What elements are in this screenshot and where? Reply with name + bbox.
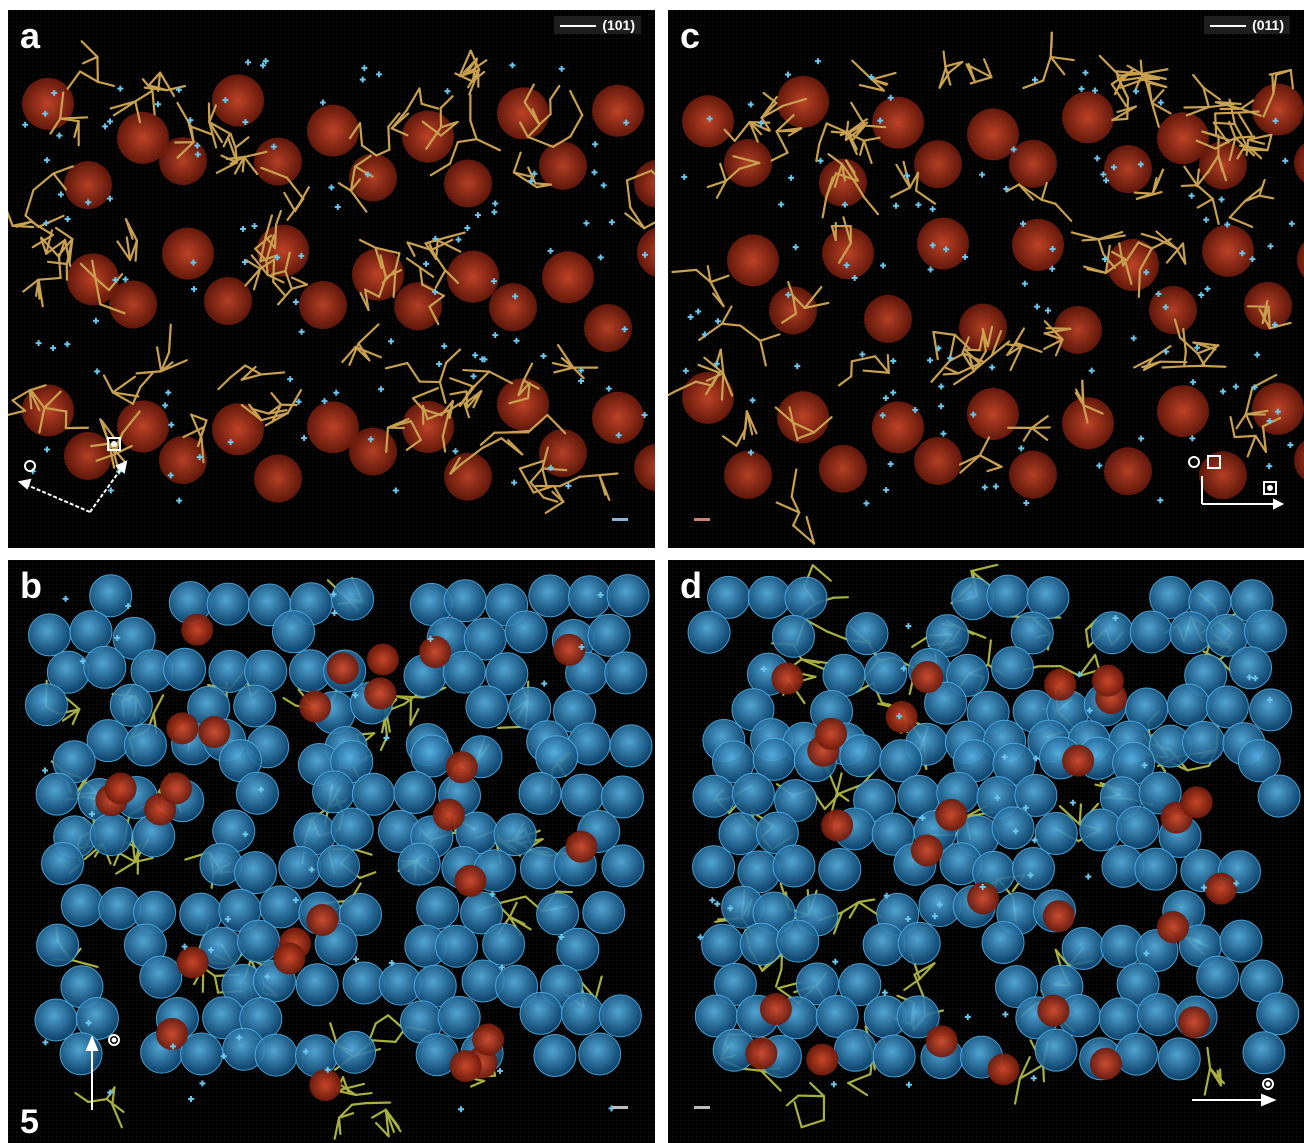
axes-icon-d xyxy=(1192,1078,1277,1107)
panel-b: b 5 xyxy=(8,560,655,1143)
scale-bar-c xyxy=(694,518,710,521)
panel-d: d xyxy=(668,560,1304,1143)
panel-letter-c: c xyxy=(680,15,701,56)
molecular-view-c xyxy=(668,10,1304,548)
panel-letter-a: a xyxy=(20,15,41,56)
plane-bar-c xyxy=(1210,25,1247,28)
scale-bar-d xyxy=(694,1106,710,1109)
plane-text-c: (011) xyxy=(1252,17,1284,33)
panel-c: c (011) xyxy=(668,10,1304,548)
panel-a: a (101) xyxy=(8,10,655,548)
plane-label-c: (011) xyxy=(1204,16,1290,34)
molecular-view-a xyxy=(8,10,655,548)
molecular-view-d xyxy=(668,560,1304,1143)
axes-icon-c xyxy=(1188,455,1285,510)
plane-bar-a xyxy=(560,25,597,28)
panel-letter-b: b xyxy=(20,565,42,606)
plane-text-a: (101) xyxy=(602,17,635,33)
scale-bar-a xyxy=(612,518,628,521)
axes-icon-a xyxy=(17,437,128,513)
panel-letter-d: d xyxy=(680,565,702,606)
plane-label-a: (101) xyxy=(554,16,641,34)
axes-icon-b xyxy=(85,1034,120,1110)
figure-number: 5 xyxy=(20,1103,39,1141)
scale-bar-b xyxy=(612,1106,628,1109)
molecular-view-b xyxy=(8,560,655,1143)
